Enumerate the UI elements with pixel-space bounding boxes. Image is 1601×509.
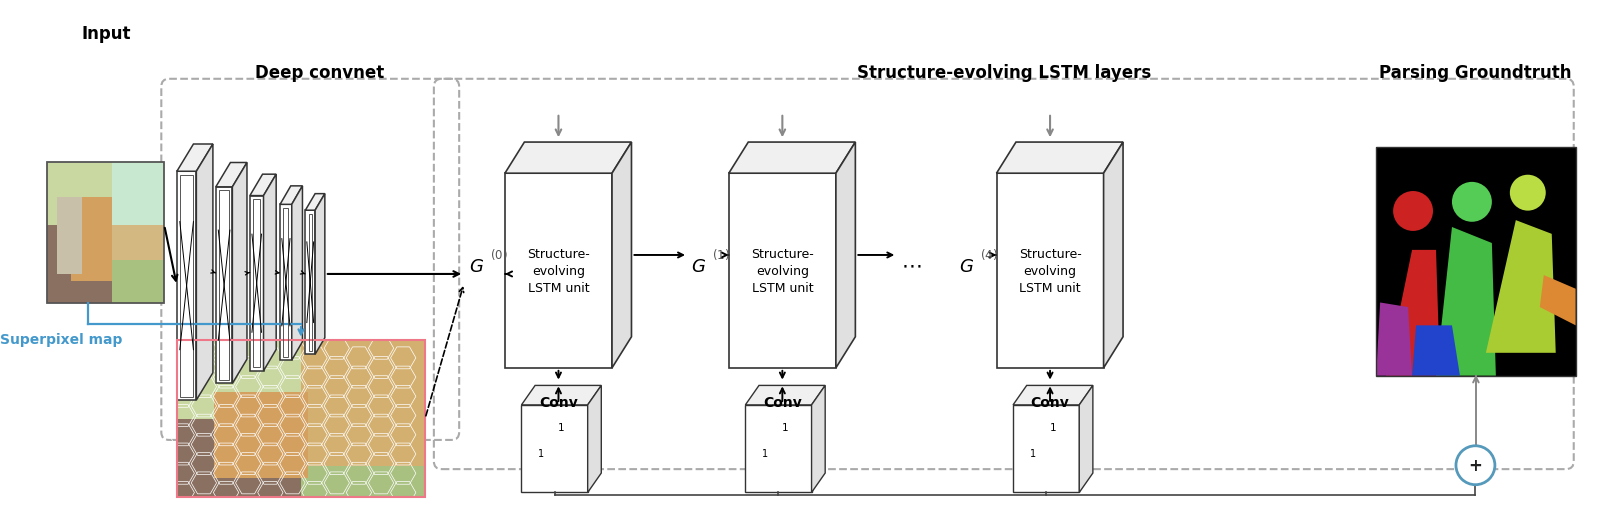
Bar [48,162,165,303]
Polygon shape [1103,143,1122,368]
Polygon shape [1377,303,1412,376]
Text: Conv: Conv [540,395,578,409]
Polygon shape [746,405,812,493]
Bar [1377,148,1575,376]
Text: Structure-
evolving
LSTM unit: Structure- evolving LSTM unit [527,247,589,295]
Polygon shape [1013,405,1079,493]
Bar [112,162,165,225]
Bar [48,162,165,303]
Circle shape [1393,192,1433,232]
Circle shape [1455,446,1495,485]
Text: Input: Input [82,25,131,43]
Text: +: + [1468,457,1483,474]
Text: $G$: $G$ [692,257,706,275]
Polygon shape [291,186,303,360]
Bar [70,197,112,282]
Polygon shape [612,143,631,368]
Polygon shape [728,174,836,368]
Polygon shape [1386,250,1439,376]
Polygon shape [1540,275,1575,326]
Text: $\cdots$: $\cdots$ [901,255,921,275]
Text: 1: 1 [557,422,565,432]
Polygon shape [1412,326,1460,376]
Polygon shape [996,143,1122,174]
Text: Parsing Groundtruth: Parsing Groundtruth [1378,64,1572,82]
Polygon shape [1486,221,1556,353]
Text: 1: 1 [1050,422,1057,432]
Polygon shape [216,187,232,384]
Polygon shape [197,145,213,400]
Polygon shape [522,405,588,493]
Text: Deep convnet: Deep convnet [255,64,384,82]
Polygon shape [232,163,247,384]
Polygon shape [1013,386,1093,405]
Bar [176,340,426,497]
Polygon shape [522,386,602,405]
Text: 1: 1 [762,448,768,458]
Polygon shape [176,172,197,400]
Bar [176,340,426,419]
Bar [48,225,112,303]
Text: Structure-
evolving
LSTM unit: Structure- evolving LSTM unit [751,247,813,295]
Polygon shape [315,194,325,355]
Bar [48,162,165,225]
Polygon shape [250,196,264,371]
Polygon shape [504,174,612,368]
Polygon shape [812,386,825,493]
Polygon shape [280,186,303,205]
Polygon shape [836,143,855,368]
Text: 1: 1 [781,422,788,432]
Text: Superpixel map: Superpixel map [0,332,122,346]
Circle shape [1452,183,1492,222]
Polygon shape [250,175,277,196]
Polygon shape [280,205,291,360]
Polygon shape [264,175,277,371]
Text: Conv: Conv [1031,395,1069,409]
Text: Structure-
evolving
LSTM unit: Structure- evolving LSTM unit [1018,247,1081,295]
Polygon shape [216,163,247,187]
Circle shape [1510,176,1545,211]
Text: Structure-evolving LSTM layers: Structure-evolving LSTM layers [857,64,1151,82]
Polygon shape [728,143,855,174]
Polygon shape [588,386,602,493]
Bar [301,340,426,466]
Polygon shape [176,145,213,172]
Text: $G$: $G$ [959,257,973,275]
Bar [176,419,301,497]
Text: Conv: Conv [764,395,802,409]
Polygon shape [504,143,631,174]
Bar [176,340,426,497]
Polygon shape [306,194,325,211]
Text: $(1)$: $(1)$ [712,246,730,262]
Polygon shape [306,211,315,355]
Text: 1: 1 [538,448,544,458]
Text: $G$: $G$ [469,257,484,275]
Polygon shape [1436,228,1495,376]
Polygon shape [996,174,1103,368]
Bar [56,197,83,275]
Text: 1: 1 [1029,448,1036,458]
Text: $(4)$: $(4)$ [980,246,997,262]
Bar [1377,148,1575,376]
Polygon shape [1079,386,1093,493]
Bar [112,162,165,261]
Text: $(0)$: $(0)$ [490,246,508,262]
Bar [215,392,309,478]
Polygon shape [746,386,825,405]
